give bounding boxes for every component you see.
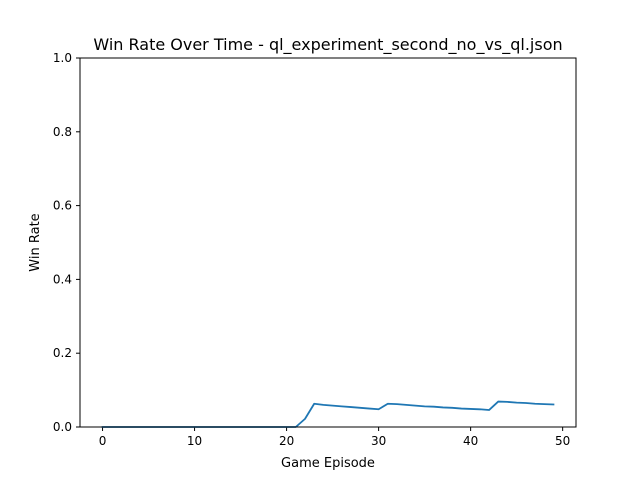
y-tick-label: 0.2 [53, 346, 72, 360]
y-tick-label: 0.6 [53, 199, 72, 213]
x-tick-label: 50 [555, 434, 570, 448]
series-line-0 [101, 400, 555, 428]
series-group [101, 400, 555, 428]
chart-title: Win Rate Over Time - ql_experiment_secon… [93, 35, 562, 55]
x-tick-label: 0 [99, 434, 107, 448]
x-tick-label: 30 [371, 434, 386, 448]
x-axis-label: Game Episode [281, 456, 375, 471]
y-tick-label: 0.0 [53, 420, 72, 434]
x-tick-label: 20 [279, 434, 294, 448]
x-tick-label: 10 [187, 434, 202, 448]
y-tick-label: 0.8 [53, 125, 72, 139]
y-tick-label: 1.0 [53, 51, 72, 65]
x-tick-label: 40 [463, 434, 478, 448]
axis-ticks: 0 10 20 30 40 50 0.0 0.2 0.4 0.6 0.8 1.0 [53, 51, 570, 448]
plot-frame [79, 57, 577, 428]
y-axis-label: Win Rate [28, 213, 43, 271]
y-tick-label: 0.4 [53, 272, 72, 286]
